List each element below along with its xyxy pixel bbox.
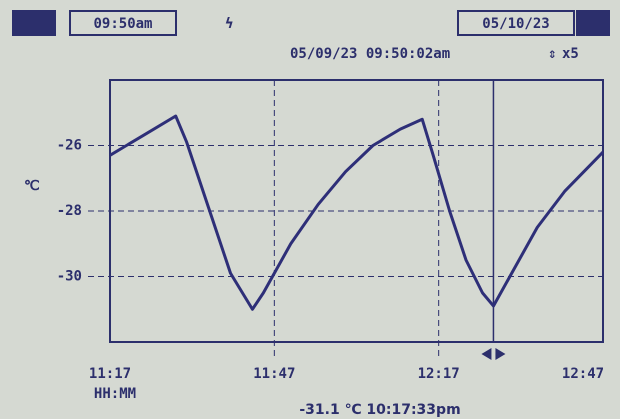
x-tick-label: 11:47 <box>253 366 295 382</box>
zoom-icon: ⇕ <box>548 46 556 62</box>
x-tick-label: 12:47 <box>562 366 604 382</box>
page: 09:50am ϟ 05/10/23 05/09/23 09:50:02am ⇕… <box>0 0 620 419</box>
y-tick-label: -30 <box>57 269 82 285</box>
x-tick-label: 12:17 <box>418 366 460 382</box>
y-label: ℃ <box>24 178 40 194</box>
y-tick-label: -28 <box>57 203 82 219</box>
clock: 09:50am <box>93 16 152 32</box>
zoom: x5 <box>562 46 579 62</box>
battery-icon <box>12 10 56 36</box>
screen: 09:50am ϟ 05/10/23 05/09/23 09:50:02am ⇕… <box>0 0 620 419</box>
readout: -31.1 ℃ 10:17:33pm <box>299 402 460 418</box>
speaker-icon <box>576 10 610 36</box>
y-tick-label: -26 <box>57 138 82 154</box>
x-tick-label: 11:17 <box>89 366 131 382</box>
x-label: HH:MM <box>94 386 136 402</box>
power-icon: ϟ <box>225 16 233 32</box>
timestamp: 05/09/23 09:50:02am <box>290 46 450 62</box>
background <box>0 0 620 419</box>
date: 05/10/23 <box>482 16 549 32</box>
